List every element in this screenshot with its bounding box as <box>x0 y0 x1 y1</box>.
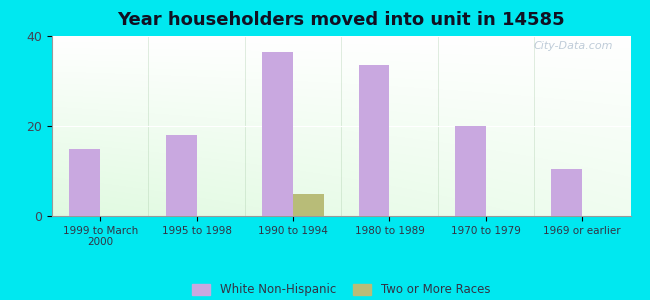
Bar <box>262 52 293 216</box>
Bar <box>293 194 324 216</box>
Bar <box>359 65 389 216</box>
Text: City-Data.com: City-Data.com <box>534 41 613 51</box>
Bar <box>551 169 582 216</box>
Bar <box>455 126 486 216</box>
Bar <box>166 135 196 216</box>
Bar <box>70 148 100 216</box>
Title: Year householders moved into unit in 14585: Year householders moved into unit in 145… <box>118 11 565 29</box>
Legend: White Non-Hispanic, Two or More Races: White Non-Hispanic, Two or More Races <box>192 284 490 296</box>
